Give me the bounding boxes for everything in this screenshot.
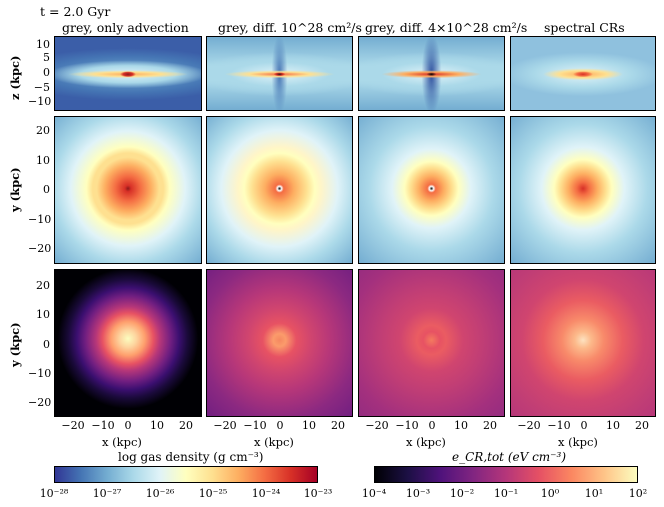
xtick-c4: −20 <box>517 419 541 432</box>
colorbar-density <box>54 466 318 483</box>
panel-r3c4-cr-energy <box>510 269 656 417</box>
xtick-c4: 20 <box>635 419 649 432</box>
row1-ytick: −5 <box>33 81 50 94</box>
xlabel-c1: x (kpc) <box>102 435 142 449</box>
column-title-3: grey, diff. 4×10^28 cm²/s <box>365 20 528 35</box>
colorbar-cr-tick: 10⁰ <box>540 487 560 500</box>
xtick-c1: 10 <box>150 419 164 432</box>
xtick-c1: −20 <box>61 419 85 432</box>
xtick-c4: 0 <box>580 419 588 432</box>
colorbar-density-tick: 10⁻²⁷ <box>92 487 122 500</box>
panel-r1c2-edge-density <box>206 36 353 111</box>
xtick-c2: 0 <box>276 419 284 432</box>
row3-ytick: −20 <box>28 396 52 409</box>
colorbar-cr-tick: 10¹ <box>584 487 604 500</box>
xtick-c1: −10 <box>91 419 115 432</box>
colorbar-density-tick: 10⁻²³ <box>303 487 333 500</box>
panel-r1c3-edge-density <box>358 36 505 111</box>
xtick-c3: −10 <box>395 419 419 432</box>
panel-r2c2-face-density <box>206 116 353 264</box>
colorbar-density-tick: 10⁻²⁵ <box>198 487 228 500</box>
row2-ytick: 10 <box>36 154 50 167</box>
row2-ylabel: y (kpc) <box>8 167 22 212</box>
colorbar-cr-label: e_CR,tot (eV cm⁻³) <box>452 450 567 464</box>
xtick-c3: 0 <box>428 419 436 432</box>
row3-ylabel: y (kpc) <box>8 322 22 367</box>
xlabel-c3: x (kpc) <box>406 435 446 449</box>
panel-r3c3-cr-energy <box>358 269 505 417</box>
time-label: t = 2.0 Gyr <box>40 4 111 19</box>
colorbar-density-tick: 10⁻²⁸ <box>39 487 69 500</box>
column-title-1: grey, only advection <box>62 20 189 35</box>
xtick-c2: 20 <box>331 419 345 432</box>
xtick-c1: 0 <box>124 419 132 432</box>
column-title-2: grey, diff. 10^28 cm²/s <box>218 20 362 35</box>
xtick-c2: −10 <box>243 419 267 432</box>
row1-ytick: 10 <box>36 38 50 51</box>
row2-ytick: 0 <box>43 183 50 196</box>
xtick-c3: 10 <box>454 419 468 432</box>
row1-ylabel: z (kpc) <box>8 55 22 100</box>
colorbar-density-tick: 10⁻²⁶ <box>145 487 175 500</box>
row2-ytick: 20 <box>36 124 50 137</box>
row1-ytick: 0 <box>43 66 50 79</box>
xtick-c3: −20 <box>365 419 389 432</box>
panel-r3c2-cr-energy <box>206 269 353 417</box>
panel-r3c1-cr-energy <box>54 269 202 417</box>
panel-r1c1-edge-density <box>54 36 202 111</box>
colorbar-cr-tick: 10² <box>628 487 648 500</box>
xtick-c2: −20 <box>213 419 237 432</box>
panel-r2c1-face-density <box>54 116 202 264</box>
row1-ytick: 5 <box>43 51 50 64</box>
xlabel-c4: x (kpc) <box>558 435 598 449</box>
colorbar-cr-tick: 10⁻¹ <box>493 487 519 500</box>
row2-ytick: −20 <box>28 242 52 255</box>
row3-ytick: 0 <box>43 338 50 351</box>
row2-ytick: −10 <box>28 213 52 226</box>
xtick-c4: 10 <box>606 419 620 432</box>
xtick-c2: 10 <box>302 419 316 432</box>
colorbar-density-tick: 10⁻²⁴ <box>251 487 281 500</box>
row3-ytick: −10 <box>28 367 52 380</box>
xtick-c1: 20 <box>179 419 193 432</box>
xtick-c4: −10 <box>547 419 571 432</box>
row3-ytick: 20 <box>36 279 50 292</box>
row3-ytick: 10 <box>36 308 50 321</box>
colorbar-cr-tick: 10⁻⁴ <box>361 487 387 500</box>
panel-r2c3-face-density <box>358 116 505 264</box>
colorbar-cr-tick: 10⁻³ <box>405 487 431 500</box>
colorbar-cr-tick: 10⁻² <box>449 487 475 500</box>
xlabel-c2: x (kpc) <box>254 435 294 449</box>
panel-r1c4-edge-density <box>510 36 656 111</box>
panel-r2c4-face-density <box>510 116 656 264</box>
colorbar-cr <box>374 466 638 483</box>
row1-ytick: −10 <box>28 95 52 108</box>
colorbar-density-label: log gas density (g cm⁻³) <box>118 450 264 464</box>
column-title-4: spectral CRs <box>544 20 625 35</box>
xtick-c3: 20 <box>483 419 497 432</box>
